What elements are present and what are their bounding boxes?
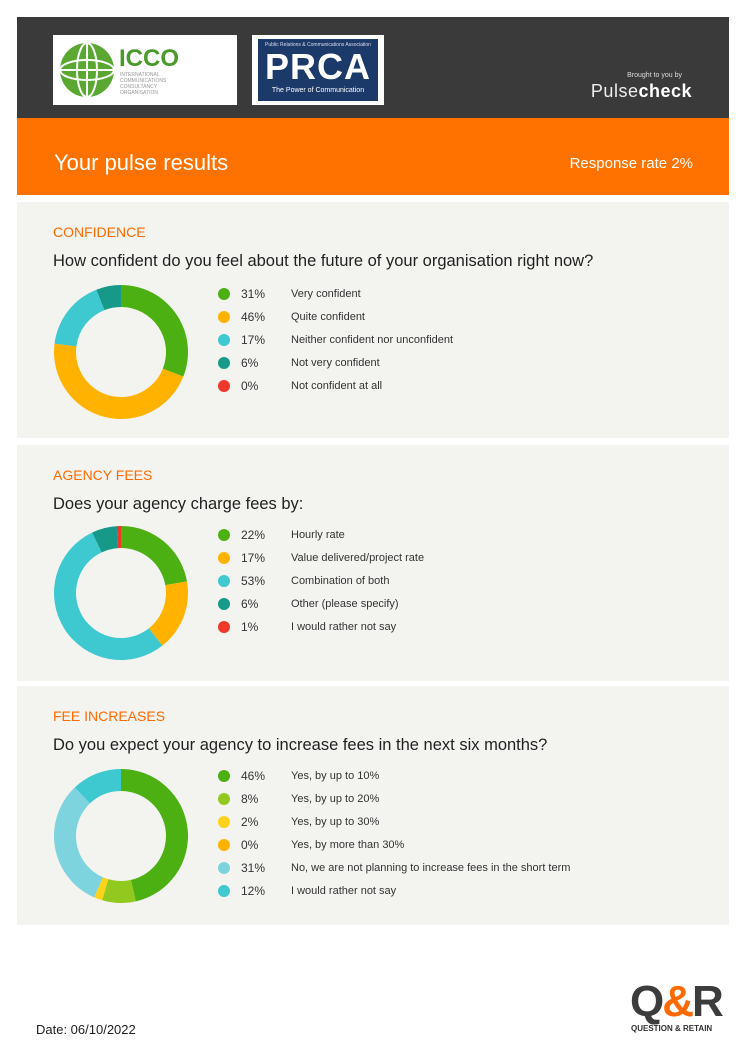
legend-dot: [218, 380, 230, 392]
donut-slice: [121, 285, 188, 377]
legend-label: Yes, by up to 30%: [291, 816, 380, 828]
donut-slice: [53, 343, 184, 419]
legend-pct: 31%: [241, 287, 266, 301]
legend-dot: [218, 839, 230, 851]
brought-to-you-by: Brought to you by: [627, 72, 682, 79]
donut-slice: [121, 769, 188, 902]
legend-dot: [218, 621, 230, 633]
legend-label: Neither confident nor unconfident: [291, 334, 454, 346]
donut-slice: [102, 879, 136, 903]
prca-logo: Public Relations & Communications Associ…: [252, 35, 384, 105]
donut-chart-fee-increases: [53, 769, 188, 903]
legend-pct: 17%: [241, 551, 266, 565]
legend-pct: 2%: [241, 815, 259, 829]
legend-pct: 8%: [241, 792, 259, 806]
legend-dot: [218, 311, 230, 323]
donut-slice: [53, 787, 103, 898]
legend-pct: 0%: [241, 379, 259, 393]
prca-logo-image: Public Relations & Communications Associ…: [258, 39, 378, 101]
donut-slice: [116, 526, 121, 549]
section-question: Does your agency charge fees by:: [53, 495, 304, 513]
legend-label: Very confident: [291, 288, 361, 300]
qr-logo-r: R: [692, 977, 724, 1026]
legend-label: Hourly rate: [291, 529, 345, 541]
qr-logo-q: Q: [630, 977, 664, 1026]
legend-label: Value delivered/project rate: [291, 552, 425, 564]
donut-slice: [94, 877, 109, 901]
legend-dot: [218, 575, 230, 587]
legend-dot: [218, 334, 230, 346]
donut-chart-agency-fees: [53, 526, 188, 660]
donut-chart-confidence: [53, 285, 188, 419]
header-bar: ICCO INTERNATIONAL COMMUNICATIONS CONSUL…: [17, 17, 729, 118]
page-title: Your pulse results: [54, 150, 229, 175]
svg-text:INTERNATIONAL: INTERNATIONAL: [120, 72, 160, 78]
legend-dot: [218, 770, 230, 782]
section-confidence: CONFIDENCE How confident do you feel abo…: [17, 202, 729, 438]
donut-slice: [53, 532, 163, 660]
legend-dot: [218, 552, 230, 564]
donut-slice: [92, 526, 119, 553]
section-title: AGENCY FEES: [53, 467, 153, 483]
qr-logo-amp: &: [662, 977, 694, 1026]
icco-logo: ICCO INTERNATIONAL COMMUNICATIONS CONSUL…: [53, 35, 237, 105]
legend-pct: 31%: [241, 861, 266, 875]
section-fee-increases: FEE INCREASES Do you expect your agency …: [17, 686, 729, 925]
legend-dot: [218, 288, 230, 300]
brand-light: Pulse: [590, 81, 639, 101]
section-question: How confident do you feel about the futu…: [53, 252, 594, 270]
report-date: Date: 06/10/2022: [36, 1022, 136, 1037]
question-retain-logo: Q&R QUESTION & RETAIN: [616, 980, 736, 1040]
legend-label: Combination of both: [291, 575, 390, 587]
legend-dot: [218, 357, 230, 369]
legend-label: Not confident at all: [291, 380, 383, 392]
legend-pct: 22%: [241, 528, 266, 542]
legend-pct: 46%: [241, 310, 266, 324]
legend-pct: 6%: [241, 597, 259, 611]
legend-label: Not very confident: [291, 357, 380, 369]
legend-pct: 46%: [241, 769, 266, 783]
donut-slice: [54, 289, 105, 347]
legend-label: Yes, by up to 20%: [291, 793, 380, 805]
qr-logo-mark: Q&R: [630, 977, 724, 1026]
legend-pct: 12%: [241, 884, 266, 898]
svg-text:ORGANISATION: ORGANISATION: [120, 90, 158, 96]
legend-dot: [218, 816, 230, 828]
pulsecheck-logo: Pulsecheck: [591, 81, 692, 102]
section-title: CONFIDENCE: [53, 224, 146, 240]
response-rate: Response rate 2%: [569, 155, 693, 172]
results-banner: Your pulse results Response rate 2%: [17, 118, 729, 195]
legend-dot: [218, 529, 230, 541]
svg-text:COMMUNICATIONS: COMMUNICATIONS: [120, 78, 167, 84]
legend-label: I would rather not say: [291, 885, 397, 897]
section-question: Do you expect your agency to increase fe…: [53, 736, 548, 754]
legend-dot: [218, 598, 230, 610]
legend-label: No, we are not planning to increase fees…: [291, 862, 571, 874]
svg-text:ICCO: ICCO: [119, 45, 179, 72]
donut-slice: [74, 769, 121, 804]
legend-pct: 1%: [241, 620, 259, 634]
legend-dot: [218, 862, 230, 874]
section-title: FEE INCREASES: [53, 708, 166, 724]
legend-label: Quite confident: [291, 311, 365, 323]
qr-logo-tagline: QUESTION & RETAIN: [631, 1024, 713, 1033]
legend-label: Other (please specify): [291, 598, 399, 610]
svg-text:CONSULTANCY: CONSULTANCY: [120, 84, 158, 90]
legend-dot: [218, 885, 230, 897]
brand-bold: check: [638, 81, 692, 101]
donut-slice: [148, 581, 188, 646]
legend-dot: [218, 793, 230, 805]
legend-pct: 0%: [241, 838, 259, 852]
legend-label: I would rather not say: [291, 621, 397, 633]
legend-label: Yes, by more than 30%: [291, 839, 405, 851]
legend-label: Yes, by up to 10%: [291, 770, 380, 782]
donut-slice: [96, 285, 121, 311]
legend-pct: 6%: [241, 356, 259, 370]
legend-pct: 17%: [241, 333, 266, 347]
donut-slice: [121, 526, 187, 586]
icco-logo-image: ICCO INTERNATIONAL COMMUNICATIONS CONSUL…: [59, 42, 179, 98]
legend-pct: 53%: [241, 574, 266, 588]
section-agency-fees: AGENCY FEES Does your agency charge fees…: [17, 445, 729, 681]
